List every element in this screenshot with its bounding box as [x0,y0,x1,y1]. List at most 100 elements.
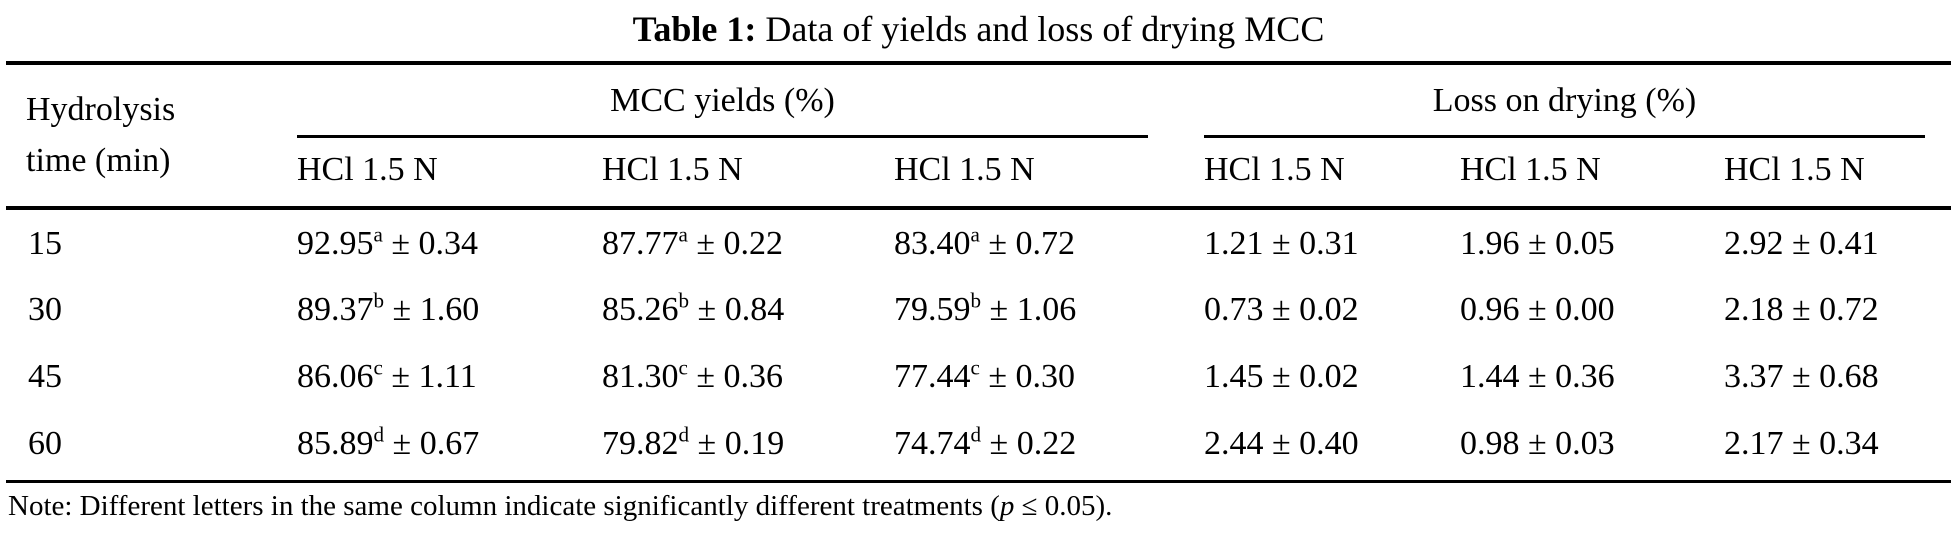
measured-value: 0.96 [1460,291,1520,329]
error-value: ± 0.05 [1519,224,1615,262]
table-row: 15 92.95a ± 0.34 87.77a ± 0.22 83.40a ± 0.7… [6,208,1951,277]
table-body: 15 92.95a ± 0.34 87.77a ± 0.22 83.40a ± 0.7… [6,208,1951,483]
significance-letter: b [373,289,385,314]
error-value: ± 0.72 [979,224,1076,262]
measured-value: 2.17 [1724,424,1784,462]
table-row: 45 86.06c ± 1.11 81.30c ± 0.36 77.44c ± 0.3… [6,343,1951,410]
error-value: ± 0.68 [1783,358,1879,396]
header-hydrolysis-line1: Hydrolysis [26,91,176,129]
value-cell: 83.40a ± 0.72 [894,208,1204,277]
table-footnote: Note: Different letters in the same colu… [6,483,1951,523]
error-value: ± 0.36 [1519,358,1615,396]
significance-letter: c [970,355,980,380]
table-row: 60 85.89d ± 0.67 79.82d ± 0.19 74.74d ± 0.2… [6,409,1951,483]
error-value: ± 0.30 [979,358,1076,396]
value-cell: 2.92 ± 0.41 [1724,208,1951,277]
error-value: ± 0.00 [1519,291,1615,329]
error-value: ± 0.41 [1783,224,1879,262]
error-value: ± 0.34 [382,224,479,262]
significance-letter: d [373,422,385,447]
table-caption-text: Data of yields and loss of drying MCC [756,9,1325,49]
value-cell: 1.21 ± 0.31 [1204,208,1460,277]
measured-value: 77.44 [894,358,971,396]
value-cell: 85.89d ± 0.67 [297,409,602,483]
subheader-mcc-1: HCl 1.5 N [297,137,602,210]
measured-value: 85.26 [602,291,679,329]
value-cell: 3.37 ± 0.68 [1724,343,1951,410]
error-value: ± 0.22 [981,424,1077,462]
measured-value: 87.77 [602,224,679,262]
error-value: ± 0.72 [1783,291,1879,329]
measured-value: 0.98 [1460,424,1520,462]
measured-value: 3.37 [1724,358,1784,396]
significance-letter: a [970,222,980,247]
value-cell: 2.17 ± 0.34 [1724,409,1951,483]
value-cell: 92.95a ± 0.34 [297,208,602,277]
footnote-suffix: ≤ 0.05). [1014,489,1113,522]
measured-value: 2.44 [1204,424,1264,462]
data-table: Hydrolysis time (min) MCC yields (%) Los… [6,61,1951,483]
value-cell: 0.73 ± 0.02 [1204,276,1460,343]
header-group-loss-on-drying: Loss on drying (%) [1204,63,1951,138]
header-group-loss-on-drying-label: Loss on drying (%) [1204,65,1925,138]
value-cell: 89.37b ± 1.60 [297,276,602,343]
hydrolysis-time-cell: 45 [28,358,62,396]
footnote-prefix: Note: Different letters in the same colu… [8,489,1000,522]
error-value: ± 0.02 [1263,291,1359,329]
hydrolysis-time-cell: 30 [28,291,62,329]
measured-value: 89.37 [297,291,374,329]
measured-value: 85.89 [297,424,374,462]
table-caption-label: Table 1: [632,9,757,49]
hydrolysis-time-cell: 15 [28,224,62,262]
header-hydrolysis-time: Hydrolysis time (min) [6,63,297,210]
value-cell: 0.98 ± 0.03 [1460,409,1724,483]
value-cell: 86.06c ± 1.11 [297,343,602,410]
measured-value: 1.45 [1204,358,1264,396]
header-group-mcc-yields-label: MCC yields (%) [297,65,1148,138]
error-value: ± 0.31 [1263,224,1359,262]
value-cell: 1.44 ± 0.36 [1460,343,1724,410]
error-value: ± 0.19 [689,424,785,462]
hydrolysis-time-cell: 60 [6,409,297,483]
measured-value: 83.40 [894,224,971,262]
value-cell: 81.30c ± 0.36 [602,343,894,410]
value-cell: 1.45 ± 0.02 [1204,343,1460,410]
significance-letter: b [678,289,690,314]
error-value: ± 1.60 [384,291,480,329]
value-cell: 85.26b ± 0.84 [602,276,894,343]
measured-value: 0.73 [1204,291,1264,329]
subheader-loss-1: HCl 1.5 N [1204,137,1460,210]
measured-value: 92.95 [297,224,374,262]
error-value: ± 0.22 [687,224,784,262]
measured-value: 79.82 [602,424,679,462]
value-cell: 77.44c ± 0.30 [894,343,1204,410]
header-group-mcc-yields: MCC yields (%) [297,63,1204,138]
value-cell: 0.96 ± 0.00 [1460,276,1724,343]
significance-letter: c [373,355,383,380]
error-value: ± 0.40 [1263,424,1359,462]
measured-value: 2.92 [1724,224,1784,262]
error-value: ± 0.36 [687,358,784,396]
measured-value: 2.18 [1724,291,1784,329]
table-row: 30 89.37b ± 1.60 85.26b ± 0.84 79.59b ± 1.0… [6,276,1951,343]
value-cell: 2.18 ± 0.72 [1724,276,1951,343]
subheader-loss-3: HCl 1.5 N [1724,137,1951,210]
header-hydrolysis-line2: time (min) [26,142,171,180]
measured-value: 81.30 [602,358,679,396]
measured-value: 1.96 [1460,224,1520,262]
value-cell: 1.96 ± 0.05 [1460,208,1724,277]
error-value: ± 0.67 [384,424,480,462]
error-value: ± 1.11 [382,358,477,396]
footnote-p-symbol: p [999,489,1015,522]
subheader-mcc-3: HCl 1.5 N [894,137,1204,210]
subheader-row: HCl 1.5 N HCl 1.5 N HCl 1.5 N HCl 1.5 N … [6,137,1951,210]
value-cell: 79.82d ± 0.19 [602,409,894,483]
error-value: ± 0.84 [689,291,785,329]
subheader-mcc-2: HCl 1.5 N [602,137,894,210]
table-caption: Table 1: Data of yields and loss of dryi… [6,0,1951,58]
measured-value: 79.59 [894,291,971,329]
significance-letter: a [678,222,688,247]
value-cell: 2.44 ± 0.40 [1204,409,1460,483]
significance-letter: d [678,422,690,447]
